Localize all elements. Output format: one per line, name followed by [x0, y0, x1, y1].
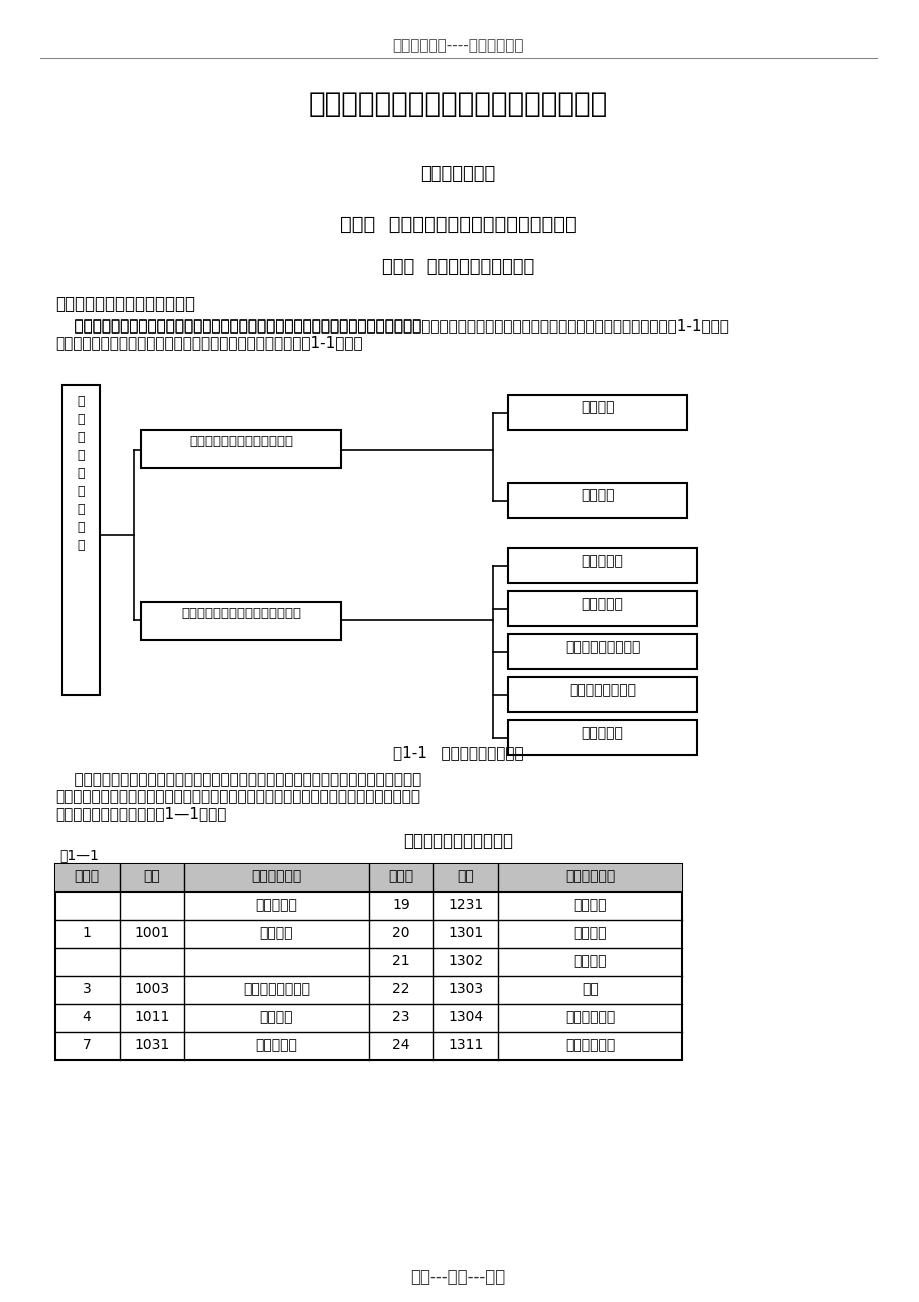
Text: 19: 19	[391, 898, 409, 911]
Text: 1031: 1031	[134, 1038, 169, 1052]
Text: 拆出资金: 拆出资金	[573, 954, 607, 967]
Text: 23: 23	[391, 1010, 409, 1023]
Text: 由于业务处理方法不同，银行可以在准则所规定的统一会计科目的基础上，根据实际需: 由于业务处理方法不同，银行可以在准则所规定的统一会计科目的基础上，根据实际需	[55, 772, 421, 786]
Text: 1003: 1003	[134, 982, 169, 996]
Text: 3: 3	[83, 982, 92, 996]
Text: 存放同业: 存放同业	[259, 1010, 293, 1023]
Text: 1304: 1304	[448, 1010, 482, 1023]
Text: 贴现资产: 贴现资产	[573, 926, 607, 940]
Text: 损益类科目: 损益类科目	[581, 727, 623, 740]
Text: 资产类科目: 资产类科目	[581, 553, 623, 568]
Bar	[507, 483, 686, 518]
Bar	[507, 677, 697, 712]
Text: 一、银行会计科目的分类与选择: 一、银行会计科目的分类与选择	[55, 296, 195, 312]
Text: 一、资产类: 一、资产类	[255, 898, 297, 911]
Text: 顺序号: 顺序号	[388, 868, 413, 883]
Text: 存放中央银行款项: 存放中央银行款项	[243, 982, 310, 996]
Text: 所有者权益类科目: 所有者权益类科目	[569, 684, 636, 697]
Text: 图1-1   银行会计科目的分类: 图1-1 银行会计科目的分类	[392, 745, 523, 760]
Text: 银
行
会
计
科
目
的
分
类: 银 行 会 计 科 目 的 分 类	[77, 395, 85, 552]
Text: 会计科目名称: 会计科目名称	[564, 868, 615, 883]
Text: 主讲人：赵洪进: 主讲人：赵洪进	[420, 165, 495, 184]
Bar	[55, 865, 682, 1060]
Text: 4: 4	[83, 1010, 92, 1023]
Text: 为了便于正确掌握和使用会计科目，了解会计科目的性质和特点，下面将商业银行的会计科目从不同的角度，按照不同的标准划分为不同的种类。如图1-1所示。: 为了便于正确掌握和使用会计科目，了解会计科目的性质和特点，下面将商业银行的会计科…	[55, 318, 728, 333]
Text: 按照与资产负债表的关系划分: 按照与资产负债表的关系划分	[189, 435, 293, 448]
Text: 坏账准备: 坏账准备	[573, 898, 607, 911]
Text: 第一章  新会计准则下商业银行主要业务核算: 第一章 新会计准则下商业银行主要业务核算	[339, 215, 576, 234]
Bar	[55, 865, 682, 892]
Text: 7: 7	[83, 1038, 92, 1052]
Text: 1311: 1311	[448, 1038, 482, 1052]
Text: 要设置行内会计科目，在编制会计报表时，再将这些科目归类到统一会计科目上去。新准则: 要设置行内会计科目，在编制会计报表时，再将这些科目归类到统一会计科目上去。新准则	[55, 789, 419, 805]
Text: 表1—1: 表1—1	[60, 848, 99, 862]
Text: 代理兑付证券: 代理兑付证券	[564, 1038, 615, 1052]
Text: 存出保证金: 存出保证金	[255, 1038, 297, 1052]
Text: 新会计准则下金融企业主要业务核算精要: 新会计准则下金融企业主要业务核算精要	[308, 90, 607, 118]
Bar	[507, 395, 686, 430]
Text: 1303: 1303	[448, 982, 482, 996]
Text: 贷款: 贷款	[581, 982, 598, 996]
Text: 专心---专注---专业: 专心---专注---专业	[410, 1268, 505, 1286]
Text: 1: 1	[83, 926, 92, 940]
Bar	[507, 591, 697, 626]
Text: 编号: 编号	[457, 868, 473, 883]
Text: 会计科目名称: 会计科目名称	[251, 868, 301, 883]
Bar	[142, 602, 340, 641]
Bar	[142, 430, 340, 467]
Text: 资产负债共同类科目: 资产负债共同类科目	[564, 641, 640, 654]
Text: 精选优质文档----倾情为你奉上: 精选优质文档----倾情为你奉上	[392, 38, 524, 53]
Bar	[507, 720, 697, 755]
Text: 22: 22	[391, 982, 409, 996]
Text: 商业银行主要会计科目表: 商业银行主要会计科目表	[403, 832, 513, 850]
Text: 1231: 1231	[448, 898, 482, 911]
Text: 顺序号: 顺序号	[74, 868, 99, 883]
Text: 1302: 1302	[448, 954, 482, 967]
Bar	[507, 634, 697, 669]
Text: 颁布的银行业会计科目如表1—1所示。: 颁布的银行业会计科目如表1—1所示。	[55, 806, 226, 822]
Text: 表外科目: 表外科目	[580, 488, 614, 503]
Text: 负债类科目: 负债类科目	[581, 598, 623, 611]
Text: 编号: 编号	[143, 868, 160, 883]
Text: 为了便于正确掌握和使用会计科目，了解会计科目的性质和特点，下面将商业银行的会: 为了便于正确掌握和使用会计科目，了解会计科目的性质和特点，下面将商业银行的会	[55, 318, 421, 333]
Text: 20: 20	[391, 926, 409, 940]
Text: 库存现金: 库存现金	[259, 926, 293, 940]
Text: 按照会计科目反映的经济内容划分: 按照会计科目反映的经济内容划分	[181, 607, 301, 620]
Text: 表内科目: 表内科目	[580, 400, 614, 414]
Text: 第一节  新准则下银行会计科目: 第一节 新准则下银行会计科目	[381, 258, 534, 276]
Text: 计科目从不同的角度，按照不同的标准划分为不同的种类。如图1-1所示。: 计科目从不同的角度，按照不同的标准划分为不同的种类。如图1-1所示。	[55, 335, 362, 350]
Text: 24: 24	[391, 1038, 409, 1052]
Text: 贷款损失准备: 贷款损失准备	[564, 1010, 615, 1023]
Bar	[62, 385, 99, 695]
Text: 1301: 1301	[448, 926, 482, 940]
Text: 1001: 1001	[134, 926, 169, 940]
Text: 1011: 1011	[134, 1010, 169, 1023]
Text: 21: 21	[391, 954, 409, 967]
Bar	[507, 548, 697, 583]
